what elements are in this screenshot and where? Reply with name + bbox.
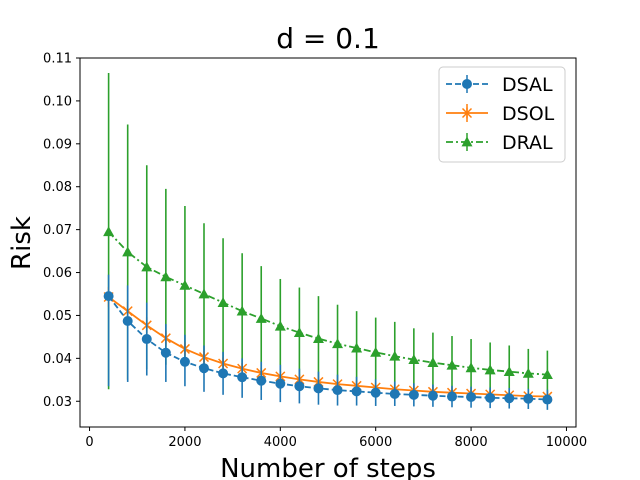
data-point <box>370 387 381 398</box>
y-tick-label: 0.04 <box>43 352 72 367</box>
y-tick-label: 0.10 <box>43 94 72 109</box>
x-tick-label: 0 <box>85 435 93 450</box>
data-point <box>466 391 477 402</box>
data-point <box>447 391 457 402</box>
data-point <box>275 378 286 389</box>
data-point <box>198 288 210 299</box>
axis-ticks: 0 2000 4000 6000 8000 10000 0.03 0.04 0.05 0.06 0.… <box>43 52 587 451</box>
data-point <box>160 347 171 358</box>
data-point <box>293 327 305 338</box>
data-point <box>274 320 286 331</box>
data-point <box>332 385 343 396</box>
data-point <box>179 279 191 290</box>
data-point <box>370 346 382 357</box>
data-point <box>313 383 324 394</box>
data-point <box>389 350 401 361</box>
data-point <box>504 393 515 404</box>
x-tick-label: 2000 <box>168 435 201 450</box>
data-point <box>103 226 115 237</box>
data-point <box>236 305 248 316</box>
y-tick-label: 0.05 <box>43 309 72 324</box>
x-tick-label: 6000 <box>359 435 392 450</box>
data-point <box>427 390 438 401</box>
legend-label-dsol: DSOL <box>502 103 555 125</box>
axes-frame <box>79 57 577 428</box>
data-point <box>217 297 229 307</box>
chart-title: d = 0.1 <box>276 22 380 55</box>
data-point <box>103 291 114 302</box>
data-point <box>160 271 172 282</box>
y-tick-label: 0.03 <box>43 395 72 410</box>
data-point <box>256 375 267 386</box>
data-point <box>408 389 419 400</box>
legend-frame <box>438 66 566 163</box>
data-point <box>179 356 190 367</box>
data-point <box>446 359 458 370</box>
data-point <box>332 338 344 349</box>
y-axis-label: Risk <box>7 216 37 270</box>
data-point <box>485 392 496 403</box>
x-tick-label: 10000 <box>546 435 587 450</box>
data-point <box>312 333 324 344</box>
data-point <box>218 368 229 379</box>
x-tick-label: 8000 <box>455 435 488 450</box>
series-line-dral <box>107 231 548 376</box>
data-point <box>465 362 477 373</box>
data-point <box>141 261 153 272</box>
data-point <box>503 366 515 377</box>
data-point <box>351 386 362 397</box>
data-point <box>199 363 209 374</box>
legend-marker-dral <box>461 136 473 147</box>
data-point <box>427 357 439 368</box>
data-point <box>522 367 534 378</box>
data-point <box>389 388 400 399</box>
data-point <box>408 354 420 365</box>
legend-marker-dsol <box>461 107 473 119</box>
y-tick-label: 0.11 <box>43 52 72 67</box>
data-point <box>294 381 305 392</box>
legend: DSAL DSOL DRAL <box>438 66 566 163</box>
plot-area <box>103 73 553 410</box>
y-tick-label: 0.09 <box>43 137 72 152</box>
data-point <box>122 246 134 257</box>
y-tick-label: 0.07 <box>43 223 72 238</box>
series-dsal <box>103 274 553 410</box>
data-point <box>122 316 133 327</box>
series-line-dsal <box>107 295 548 401</box>
legend-marker-dsal <box>462 79 472 89</box>
data-point <box>141 334 152 345</box>
data-point <box>237 372 248 383</box>
legend-label-dsal: DSAL <box>502 74 553 96</box>
data-point <box>523 393 534 404</box>
x-tick-label: 4000 <box>264 435 297 450</box>
data-point <box>351 342 363 353</box>
y-tick-label: 0.06 <box>43 266 72 281</box>
data-point <box>484 364 496 375</box>
legend-label-dral: DRAL <box>502 132 553 154</box>
y-tick-label: 0.08 <box>43 180 72 195</box>
x-axis-label: Number of steps <box>220 454 436 480</box>
data-point <box>255 312 267 323</box>
data-point <box>542 394 553 405</box>
data-point <box>541 369 553 380</box>
